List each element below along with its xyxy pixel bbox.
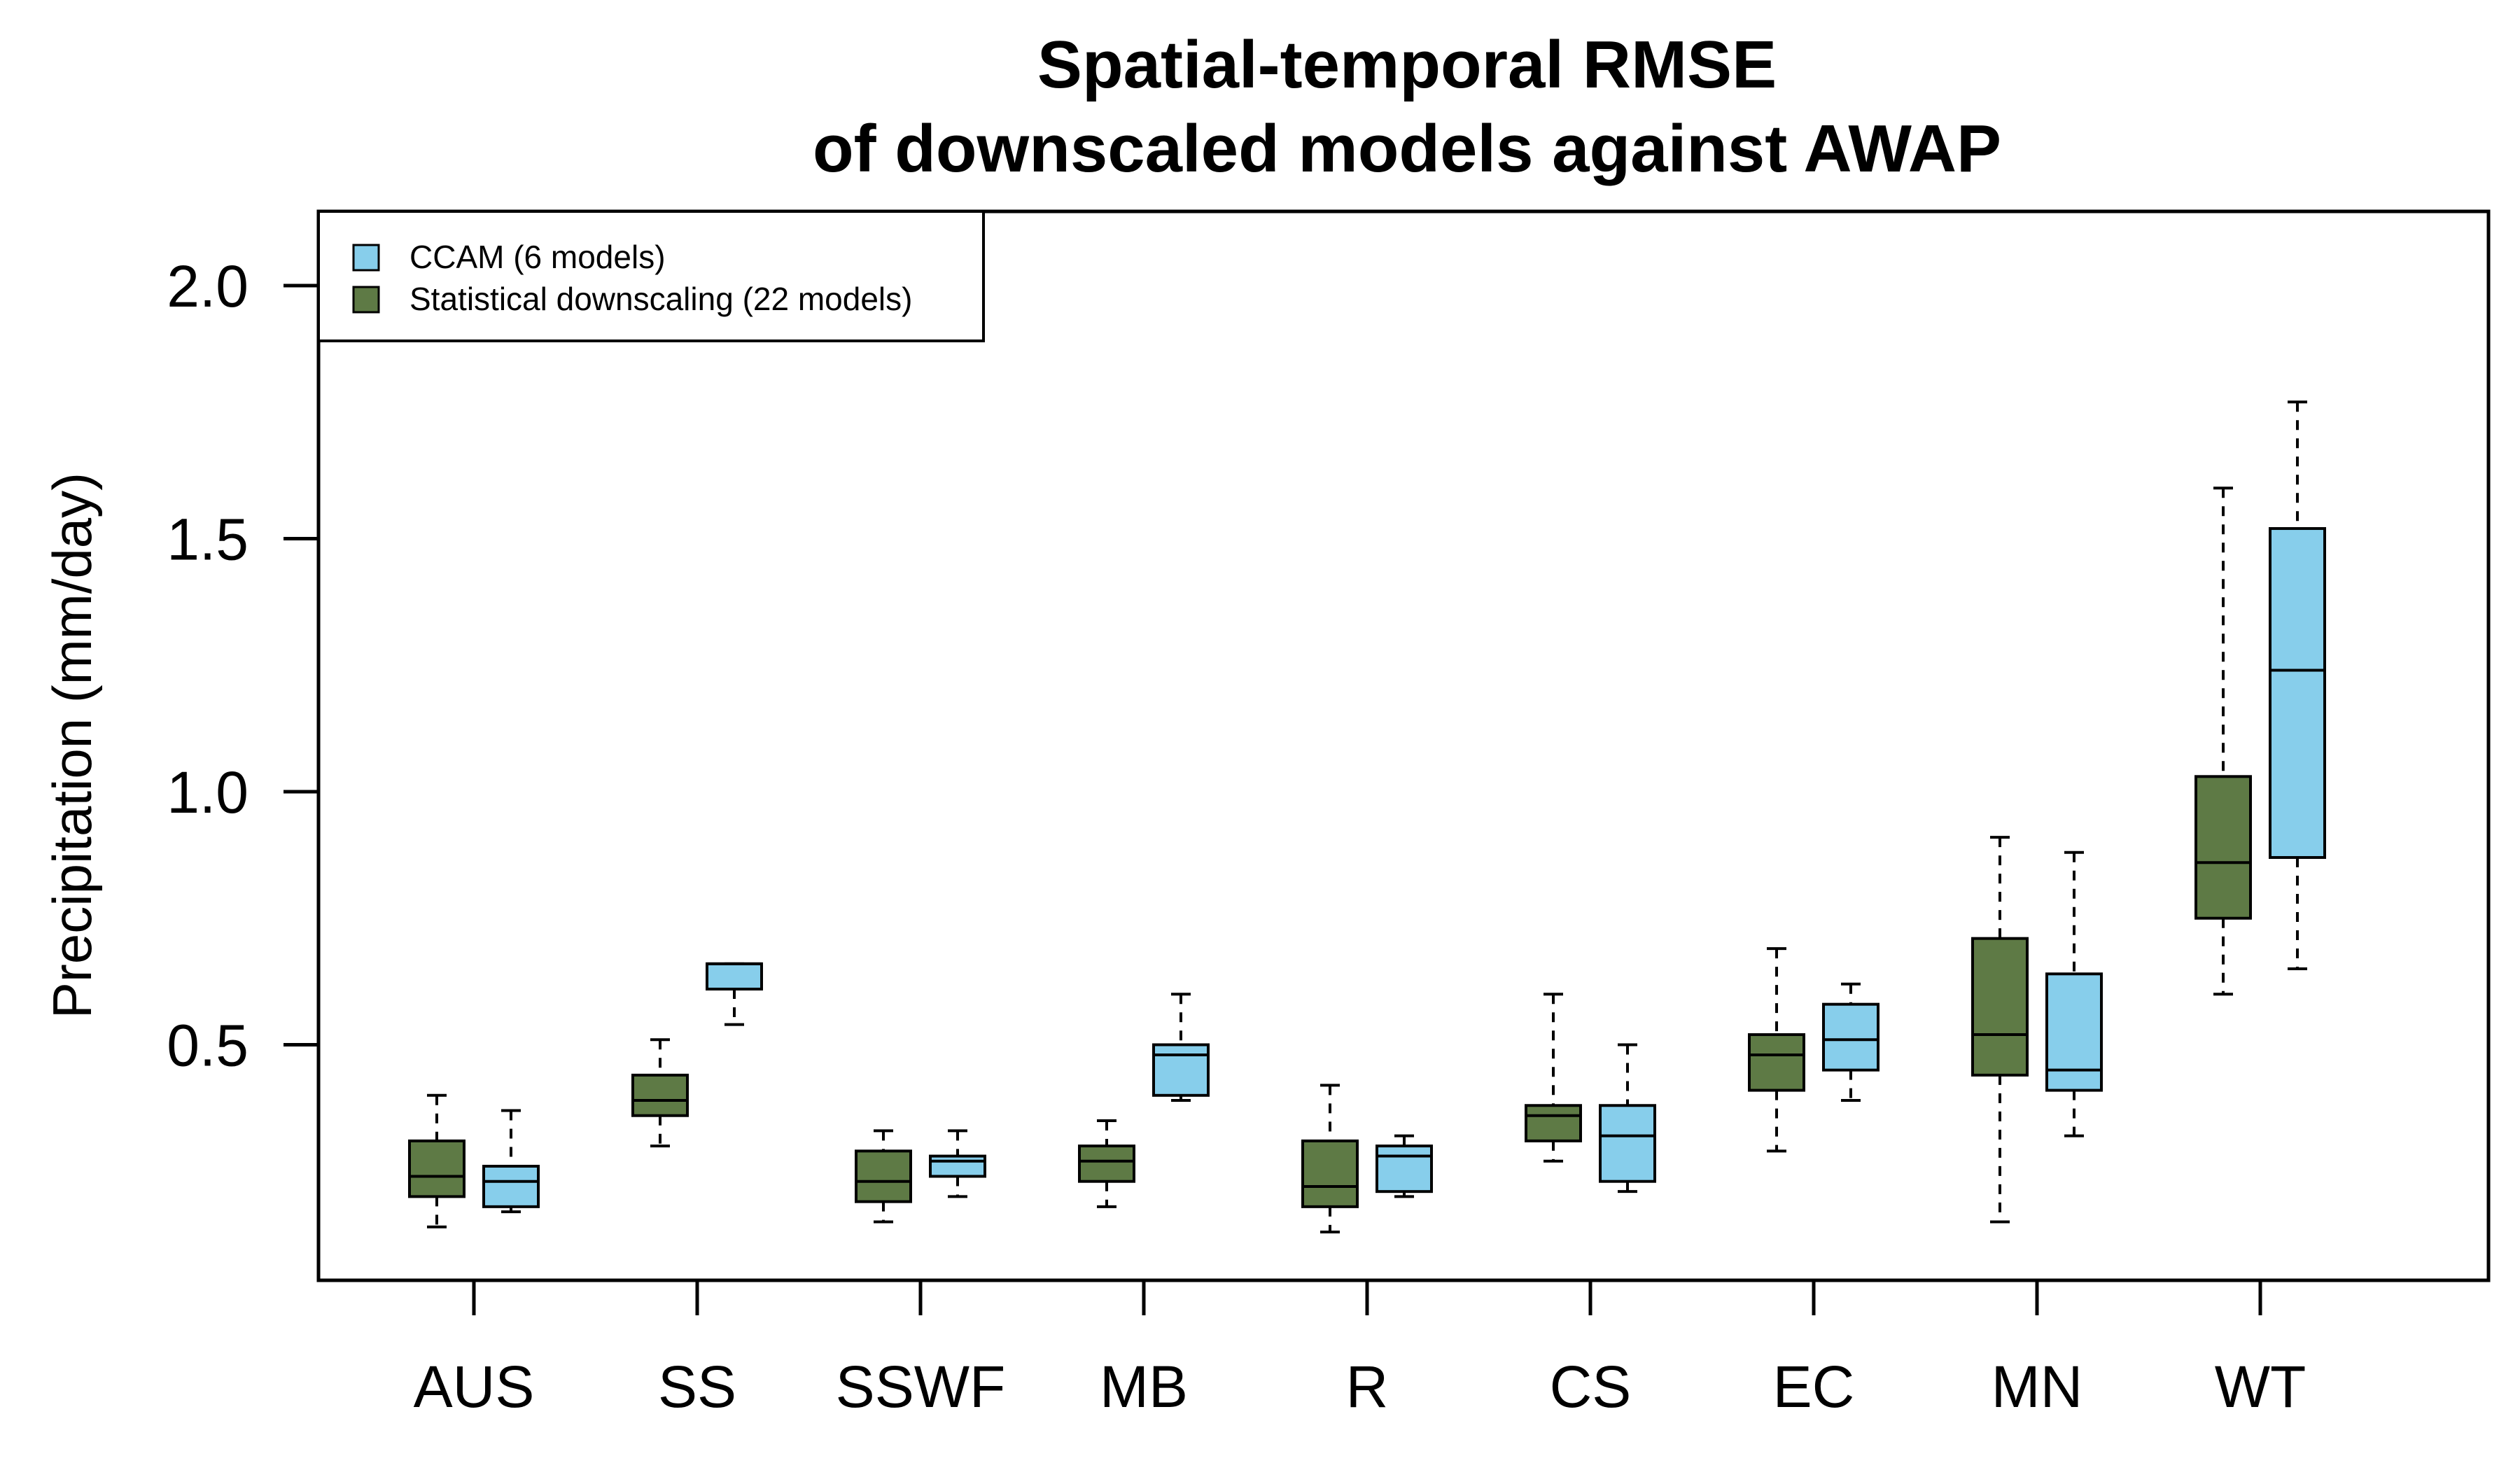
- iqr-box: [706, 962, 763, 990]
- box-ccam-sswf: [929, 1129, 986, 1198]
- iqr-box: [631, 1073, 689, 1117]
- box-groups: [408, 400, 2326, 1234]
- plot-frame: [316, 209, 2491, 1282]
- box-ccam-r: [1376, 1134, 1433, 1198]
- iqr-box: [1599, 1104, 1656, 1183]
- box-ccam-wt: [2269, 400, 2326, 971]
- box-statistical-mb: [1078, 1119, 1135, 1208]
- iqr-box: [1525, 1104, 1582, 1142]
- iqr-box: [2194, 775, 2252, 920]
- x-tick-label: EC: [1773, 1354, 1855, 1420]
- x-tick-label: WT: [2215, 1354, 2306, 1420]
- iqr-box: [929, 1154, 986, 1178]
- box-statistical-aus: [408, 1093, 465, 1228]
- iqr-box: [1078, 1144, 1135, 1183]
- box-ccam-mn: [2045, 850, 2103, 1138]
- legend: CCAM (6 models) Statistical downscaling …: [317, 210, 985, 342]
- iqr-box: [1152, 1043, 1210, 1097]
- iqr-box: [1376, 1144, 1433, 1194]
- x-tick-label: SS: [658, 1354, 736, 1420]
- iqr-box: [1301, 1139, 1359, 1208]
- iqr-box: [1748, 1033, 1805, 1092]
- iqr-box: [408, 1139, 465, 1198]
- box-ccam-ss: [706, 962, 763, 1026]
- y-tick-label: 1.5: [167, 507, 248, 573]
- box-ccam-cs: [1599, 1043, 1656, 1194]
- legend-frame: [317, 210, 985, 342]
- y-tick-label: 2.0: [167, 253, 248, 319]
- y-tick-label: 1.0: [167, 760, 248, 825]
- chart-title-line1: Spatial-temporal RMSE: [1037, 27, 1777, 102]
- box-statistical-cs: [1525, 993, 1582, 1163]
- x-tick-label: MB: [1100, 1354, 1188, 1420]
- box-ccam-aus: [482, 1109, 540, 1214]
- chart-title-line2: of downscaled models against AWAP: [813, 111, 2001, 186]
- legend-label-ccam: CCAM (6 models): [410, 239, 666, 275]
- x-tick-label: MN: [1991, 1354, 2083, 1420]
- iqr-box: [2269, 527, 2326, 859]
- box-ccam-ec: [1822, 982, 1879, 1102]
- iqr-box: [855, 1149, 912, 1203]
- x-axis: AUS SS SSWF MB R CS EC MN WT: [414, 1280, 2306, 1420]
- x-tick-label: R: [1346, 1354, 1389, 1420]
- iqr-box: [482, 1165, 540, 1208]
- box-statistical-mn: [1971, 836, 2029, 1224]
- iqr-box: [1971, 937, 2029, 1077]
- x-tick-label: SSWF: [836, 1354, 1006, 1420]
- box-statistical-r: [1301, 1084, 1359, 1234]
- box-ccam-mb: [1152, 993, 1210, 1102]
- iqr-box: [1822, 1002, 1879, 1072]
- y-axis: 0.5 1.0 1.5 2.0: [167, 253, 318, 1079]
- iqr-box: [2045, 972, 2103, 1092]
- y-axis-label: Precipitation (mm/day): [41, 472, 103, 1018]
- x-tick-label: CS: [1550, 1354, 1632, 1420]
- legend-label-statistical: Statistical downscaling (22 models): [410, 281, 912, 317]
- y-tick-label: 0.5: [167, 1013, 248, 1079]
- box-statistical-wt: [2194, 486, 2252, 996]
- box-statistical-sswf: [855, 1129, 912, 1224]
- x-tick-label: AUS: [414, 1354, 535, 1420]
- box-statistical-ss: [631, 1038, 689, 1148]
- box-statistical-ec: [1748, 947, 1805, 1153]
- legend-swatch-statistical: [352, 286, 380, 314]
- legend-swatch-ccam: [352, 244, 380, 272]
